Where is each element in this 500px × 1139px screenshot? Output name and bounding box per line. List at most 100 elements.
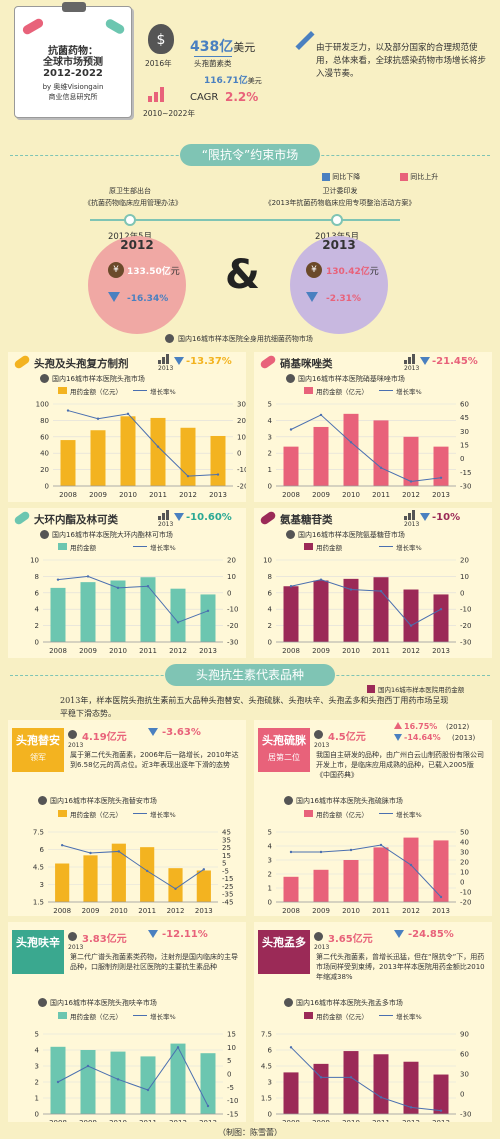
x-tick-label: 2008 bbox=[59, 491, 77, 499]
chart-caption: 国内16城市样本医院头孢呋辛市场 bbox=[50, 999, 157, 1007]
bar-2009 bbox=[313, 426, 329, 486]
drug-desc: 第二代广谱头孢菌素类药物，注射剂是国内临床的主导品种，口服制剂则是社区医院的主要… bbox=[70, 953, 238, 971]
down-legend: 同比下降 bbox=[322, 172, 360, 182]
timeline-dot-left bbox=[124, 214, 136, 226]
cagr-value: 2.2% bbox=[225, 90, 259, 104]
y-tick-label: 3 bbox=[268, 1079, 272, 1087]
growth-value: -12.11% bbox=[162, 929, 208, 940]
y2-tick-label: 30 bbox=[237, 401, 246, 409]
y-tick-label: 8 bbox=[268, 573, 272, 581]
year-tag: 2013 bbox=[68, 944, 84, 951]
down-arrow-2013-icon bbox=[306, 292, 318, 302]
bar-2008 bbox=[283, 1072, 299, 1114]
legend-bar-label: 用药金额 bbox=[70, 544, 96, 552]
bar-2008 bbox=[55, 863, 70, 902]
y2-tick-label: 0 bbox=[460, 1091, 464, 1099]
bar-2009 bbox=[80, 582, 96, 642]
growth-point-2008 bbox=[289, 850, 293, 854]
legend-line-label: 增长率% bbox=[396, 388, 422, 396]
growth-point-2008 bbox=[60, 844, 64, 847]
bar-2010 bbox=[120, 416, 136, 486]
x-tick-label: 2010 bbox=[109, 647, 127, 655]
bar-2009 bbox=[313, 869, 329, 902]
year-tag: 2013 bbox=[68, 742, 84, 749]
growth-point-2010 bbox=[116, 586, 120, 590]
drug-value: 3.65亿元 bbox=[328, 934, 373, 945]
y-tick-label: 4 bbox=[35, 606, 40, 614]
y-tick-label: 1.5 bbox=[261, 1095, 272, 1103]
x-tick-label: 2008 bbox=[49, 647, 67, 655]
y2-tick-label: -45 bbox=[222, 899, 233, 907]
x-tick-label: 2012 bbox=[402, 491, 420, 499]
y-tick-label: 4 bbox=[268, 606, 273, 614]
growth-point-2011 bbox=[146, 1088, 150, 1092]
bar-mini-icon bbox=[158, 510, 172, 520]
growth-value: -24.85% bbox=[408, 929, 454, 940]
bar-2010 bbox=[343, 1051, 359, 1114]
down-arrow-icon bbox=[148, 728, 158, 736]
y2-tick-label: -20 bbox=[227, 622, 238, 630]
year-tag: 2013 bbox=[158, 365, 174, 372]
bar-2010 bbox=[343, 413, 359, 486]
growth-point-2013 bbox=[206, 609, 210, 613]
y-tick-label: 10 bbox=[263, 557, 272, 565]
y2-tick-label: 45 bbox=[460, 414, 469, 422]
legend-line-swatch bbox=[133, 546, 147, 547]
value-2012: 133.50亿元 bbox=[127, 267, 180, 277]
y-tick-label: 5 bbox=[268, 401, 272, 409]
y2-tick-label: 45 bbox=[222, 829, 231, 837]
y-tick-label: 3 bbox=[268, 433, 272, 441]
hospital-icon bbox=[286, 530, 295, 539]
y2-tick-label: 30 bbox=[460, 1071, 469, 1079]
growth-point-2013 bbox=[439, 895, 443, 899]
x-tick-label: 2010 bbox=[109, 1119, 127, 1122]
legend-bar-label: 用药金额 bbox=[316, 544, 342, 552]
down-arrow-icon bbox=[394, 734, 402, 741]
drug-value: 4.19亿元 bbox=[82, 732, 127, 743]
x-tick-label: 2012 bbox=[402, 1119, 420, 1122]
y2-tick-label: -30 bbox=[460, 639, 471, 647]
down-arrow-icon bbox=[394, 930, 404, 938]
y2-tick-label: 0 bbox=[227, 1071, 231, 1079]
report-box-title: 抗菌药物： 全球市场预测 2012-2022 by 奥维Visiongain 商… bbox=[14, 46, 132, 102]
chart-title: 大环内酯及林可类 bbox=[34, 514, 118, 526]
growth-value: -3.63% bbox=[162, 727, 201, 738]
bar-2008 bbox=[50, 587, 66, 642]
y-tick-label: 0 bbox=[268, 899, 272, 907]
growth-line bbox=[67, 410, 219, 477]
x-tick-label: 2012 bbox=[167, 907, 185, 915]
footer-credit: （制图：陈雪蕾） bbox=[218, 1128, 282, 1137]
legend-bar-label: 用药金额（亿元） bbox=[70, 388, 122, 396]
bar-2010 bbox=[111, 843, 126, 902]
growth-point-2011 bbox=[146, 585, 150, 588]
bar-2013 bbox=[433, 1074, 449, 1114]
bar-2009 bbox=[80, 1050, 96, 1114]
growth-point-2009 bbox=[319, 578, 323, 581]
cagr-label: CAGR bbox=[190, 92, 219, 103]
timeline-dot-right bbox=[331, 214, 343, 226]
y2-tick-label: 0 bbox=[460, 879, 464, 887]
growth-point-2009 bbox=[319, 1076, 323, 1079]
x-tick-label: 2010 bbox=[110, 907, 128, 915]
bar-2012 bbox=[403, 589, 419, 642]
bar-2009 bbox=[313, 580, 329, 642]
y2-tick-label: -20 bbox=[460, 899, 471, 907]
growth-line bbox=[57, 1046, 209, 1107]
legend-bar-swatch bbox=[58, 810, 67, 817]
y-tick-label: 5 bbox=[268, 829, 272, 837]
growth-point-2009 bbox=[96, 417, 100, 420]
y-tick-label: 4 bbox=[35, 1047, 40, 1055]
y-tick-label: 2 bbox=[268, 622, 272, 630]
bar-2011 bbox=[140, 577, 156, 642]
growth-point-2008 bbox=[56, 1080, 60, 1084]
y-tick-label: 2 bbox=[35, 1079, 39, 1087]
x-tick-label: 2008 bbox=[282, 491, 300, 499]
bar-2011 bbox=[140, 847, 155, 902]
y2-tick-label: 0 bbox=[460, 455, 464, 463]
bar-2012 bbox=[403, 1061, 419, 1114]
y-tick-label: 6 bbox=[35, 589, 40, 597]
chart-title: 氨基糖苷类 bbox=[280, 514, 333, 526]
chart-panel-1: 硝基咪唑类 2013 -21.45% 国内16城市样本医院硝基咪唑市场 用药金额（亿元）… bbox=[254, 352, 492, 502]
x-tick-label: 2013 bbox=[432, 647, 450, 655]
